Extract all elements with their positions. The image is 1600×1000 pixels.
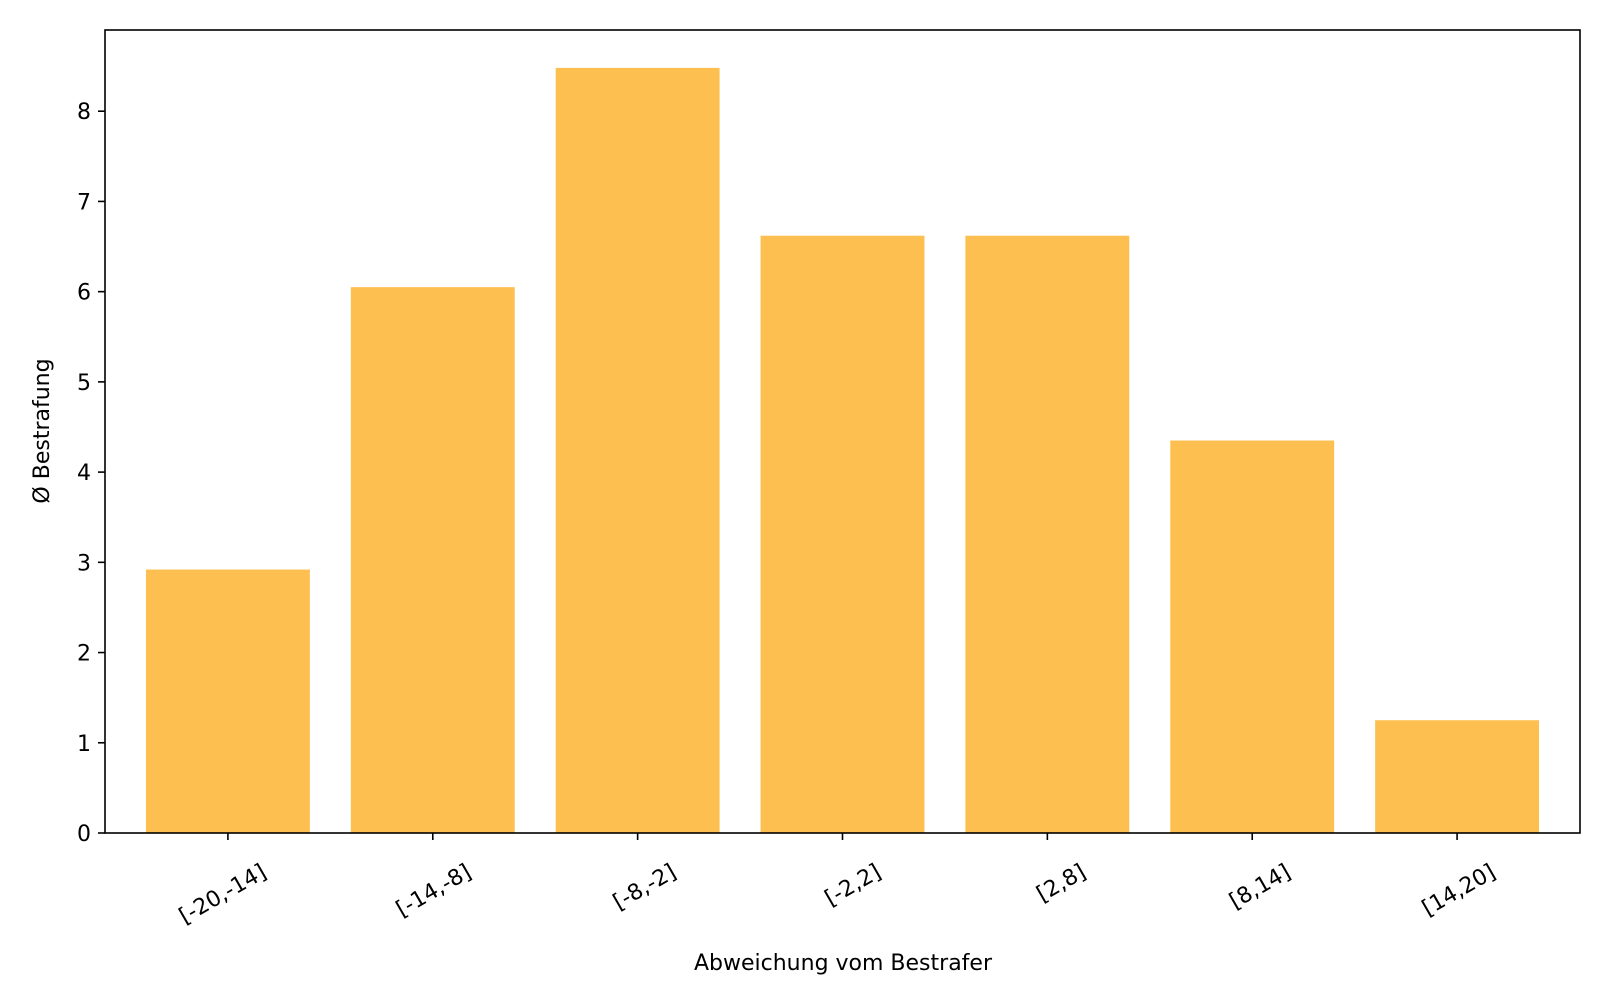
y-tick-label-7: 7 [77,190,91,215]
y-tick-label-3: 3 [77,551,91,576]
y-axis: 0 1 2 3 4 5 6 7 8 [77,100,105,847]
y-axis-label: Ø Bestrafung [30,358,55,503]
bar-2 [555,67,720,833]
bar-4 [965,235,1130,834]
y-tick-label-1: 1 [77,732,91,757]
y-tick-label-5: 5 [77,371,91,396]
y-tick-label-2: 2 [77,642,91,667]
y-tick-label-8: 8 [77,100,91,125]
bar-3 [760,235,925,834]
x-axis-label: Abweichung vom Bestrafer [694,951,993,976]
bar-0 [145,569,310,833]
y-tick-label-4: 4 [77,461,91,486]
y-tick-label-6: 6 [77,281,91,306]
bar-5 [1170,440,1335,833]
bar-6 [1375,720,1540,833]
bars-group [145,67,1540,834]
y-tick-label-0: 0 [77,822,91,847]
bar-1 [350,287,515,833]
